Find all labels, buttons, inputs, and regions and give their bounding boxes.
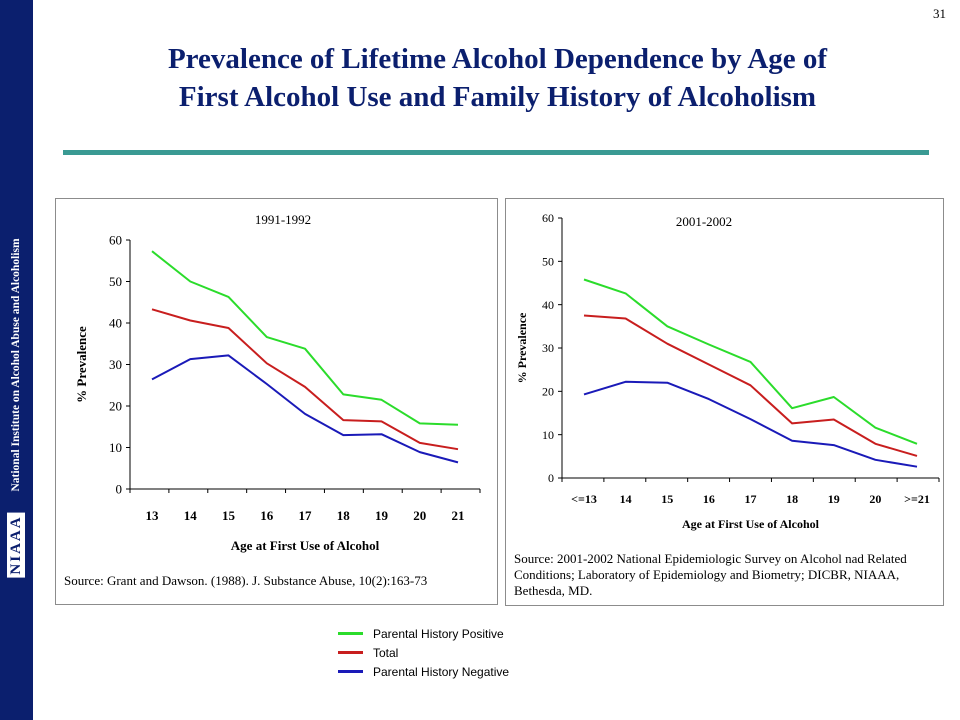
sidebar-institute-name: National Institute on Alcohol Abuse and … <box>10 238 22 492</box>
chart-legend: Parental History Positive Total Parental… <box>338 624 509 681</box>
title-divider <box>63 150 929 155</box>
series-line <box>583 314 918 457</box>
y-tick-label: 30 <box>109 357 122 372</box>
y-tick-label: 60 <box>109 233 122 248</box>
x-tick-label: 17 <box>299 508 313 523</box>
x-tick-label: 21 <box>452 508 465 523</box>
legend-item: Parental History Negative <box>338 662 509 681</box>
slide-title: Prevalence of Lifetime Alcohol Dependenc… <box>45 40 950 116</box>
x-tick-label: 16 <box>703 492 715 506</box>
y-tick-label: 10 <box>109 440 122 455</box>
y-axis-title: % Prevalence <box>515 312 529 383</box>
x-tick-label: <=13 <box>571 492 597 506</box>
legend-item: Total <box>338 643 509 662</box>
x-tick-label: 17 <box>745 492 757 506</box>
x-axis-title: Age at First Use of Alcohol <box>231 538 380 553</box>
y-tick-label: 10 <box>542 428 554 442</box>
chart-panel-1991-1992: 1991-1992 0 10 20 30 40 50 60 13 14 15 16 17 18 19 20 21… <box>55 198 498 605</box>
chart-title: 2001-2002 <box>676 214 732 229</box>
x-tick-label: 18 <box>786 492 798 506</box>
chart-source-1991-1992: Source: Grant and Dawson. (1988). J. Sub… <box>64 573 428 588</box>
y-tick-label: 0 <box>116 482 123 497</box>
series-line <box>583 278 918 445</box>
line-chart-1991-1992: 1991-1992 0 10 20 30 40 50 60 13 14 15 16 17 18 19 20 21… <box>74 212 481 553</box>
y-tick-label: 60 <box>542 211 554 225</box>
legend-label: Parental History Positive <box>373 626 504 641</box>
y-axis-title: % Prevalence <box>74 326 89 403</box>
legend-item: Parental History Positive <box>338 624 509 643</box>
legend-swatch <box>338 632 363 635</box>
legend-label: Parental History Negative <box>373 664 510 679</box>
chart-source-2001-2002: Source: 2001-2002 National Epidemiologic… <box>514 551 907 598</box>
x-axis-title: Age at First Use of Alcohol <box>682 517 820 531</box>
series-line <box>151 308 459 451</box>
chart-panel-2001-2002: 2001-2002 0 10 20 30 40 50 60 <=13 14 15 16 17 18 19 20… <box>505 198 944 606</box>
y-tick-label: 20 <box>109 399 122 414</box>
line-chart-2001-2002: 2001-2002 0 10 20 30 40 50 60 <=13 14 15 16 17 18 19 20… <box>515 211 940 531</box>
x-tick-label: 20 <box>869 492 881 506</box>
x-tick-label: 14 <box>620 492 632 506</box>
x-tick-label: 20 <box>413 508 426 523</box>
sidebar: National Institute on Alcohol Abuse and … <box>0 0 33 720</box>
series-line <box>151 250 459 426</box>
slide-title-line-1: Prevalence of Lifetime Alcohol Dependenc… <box>167 43 828 75</box>
legend-swatch <box>338 670 363 673</box>
x-tick-label: 19 <box>828 492 840 506</box>
series-line <box>583 380 918 468</box>
x-tick-label: 19 <box>375 508 389 523</box>
x-tick-label: >=21 <box>904 492 930 506</box>
y-tick-label: 20 <box>542 385 554 399</box>
slide-title-line-2: First Alcohol Use and Family History of … <box>178 81 817 113</box>
y-tick-label: 40 <box>542 298 554 312</box>
y-tick-label: 50 <box>109 274 122 289</box>
chart-title: 1991-1992 <box>255 212 311 227</box>
legend-label: Total <box>373 645 399 660</box>
legend-swatch <box>338 651 363 654</box>
niaaa-logo: NIAAA <box>7 512 25 578</box>
x-tick-label: 15 <box>661 492 673 506</box>
y-tick-label: 50 <box>542 255 554 269</box>
x-tick-label: 14 <box>184 508 198 523</box>
x-tick-label: 13 <box>146 508 160 523</box>
x-tick-label: 15 <box>222 508 236 523</box>
y-tick-label: 0 <box>548 471 554 485</box>
y-tick-label: 40 <box>109 316 122 331</box>
y-tick-label: 30 <box>542 341 554 355</box>
slide-number: 31 <box>933 6 946 21</box>
x-tick-label: 16 <box>260 508 274 523</box>
x-tick-label: 18 <box>337 508 351 523</box>
series-line <box>151 354 459 464</box>
